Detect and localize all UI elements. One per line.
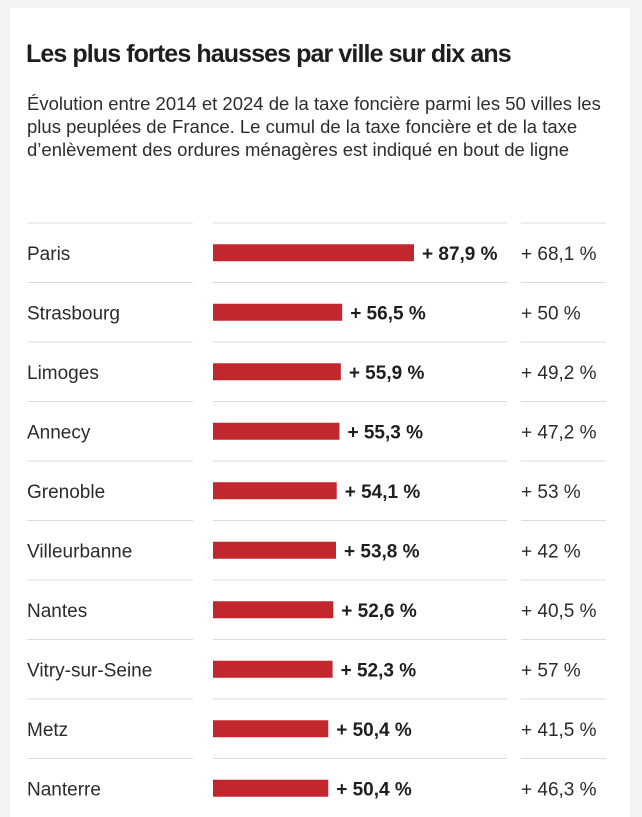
chart-subtitle: Évolution entre 2014 et 2024 de la taxe …	[27, 93, 601, 160]
bar	[213, 720, 329, 738]
cumulative-label: + 57 %	[521, 660, 581, 681]
cumulative-label: + 68,1 %	[521, 244, 597, 265]
bar-chart: Paris + 87,9 % + 68,1 % Strasbourg + 56,5 % +…	[27, 222, 606, 800]
cumulative-label: + 40,5 %	[521, 601, 597, 622]
city-label: Vitry-sur-Seine	[27, 660, 152, 681]
bar	[213, 363, 341, 381]
city-label: Paris	[27, 244, 70, 265]
bar	[213, 422, 340, 440]
cumulative-label: + 53 %	[521, 482, 581, 503]
cumulative-label: + 41,5 %	[521, 720, 597, 741]
chart-title: Les plus fortes hausses par ville sur di…	[26, 40, 512, 68]
value-label: + 53,8 %	[344, 541, 420, 562]
cumulative-label: + 50 %	[521, 303, 581, 324]
city-label: Metz	[27, 720, 68, 741]
cumulative-label: + 47,2 %	[521, 422, 597, 443]
value-label: + 50,4 %	[336, 720, 412, 741]
bar	[213, 779, 329, 797]
value-label: + 52,3 %	[341, 660, 417, 681]
value-label: + 55,9 %	[349, 363, 425, 384]
bar	[213, 244, 414, 262]
city-label: Grenoble	[27, 482, 105, 503]
bar	[213, 601, 334, 619]
city-label: Annecy	[27, 422, 91, 443]
bar	[213, 660, 333, 678]
chart-card: Les plus fortes hausses par ville sur di…	[10, 8, 630, 817]
bar	[213, 303, 343, 321]
cumulative-label: + 46,3 %	[521, 779, 597, 800]
city-label: Nanterre	[27, 779, 101, 800]
city-label: Nantes	[27, 601, 87, 622]
cumulative-label: + 42 %	[521, 541, 581, 562]
bar	[213, 482, 337, 500]
cumulative-label: + 49,2 %	[521, 363, 597, 384]
bar	[213, 541, 337, 559]
city-label: Villeurbanne	[27, 541, 132, 562]
value-label: + 52,6 %	[341, 601, 417, 622]
city-label: Limoges	[27, 363, 99, 384]
value-label: + 50,4 %	[336, 779, 412, 800]
value-label: + 54,1 %	[345, 482, 421, 503]
value-label: + 87,9 %	[422, 244, 498, 265]
value-label: + 55,3 %	[347, 422, 423, 443]
city-label: Strasbourg	[27, 303, 120, 324]
value-label: + 56,5 %	[350, 303, 426, 324]
